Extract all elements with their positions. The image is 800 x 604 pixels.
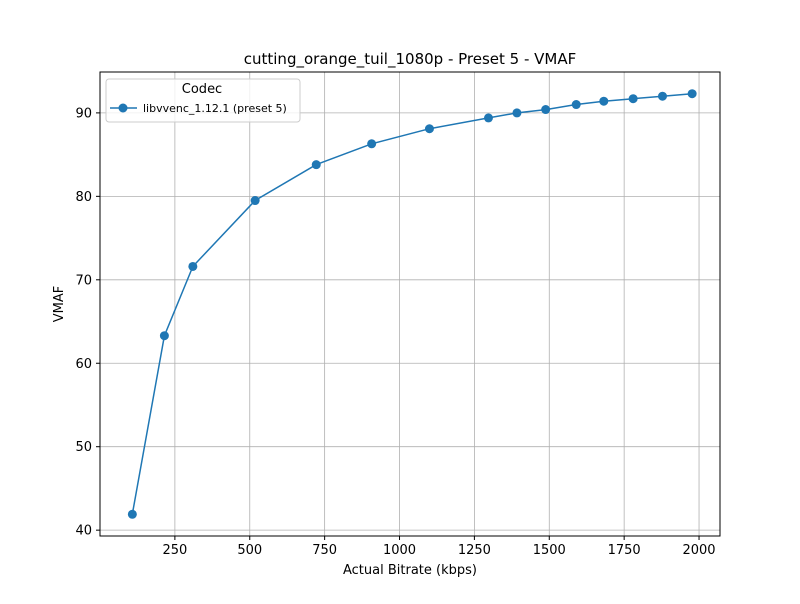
data-point — [367, 139, 377, 149]
x-axis-ticks: 250 500 750 1000 1250 1500 1750 2000 — [162, 536, 716, 558]
x-tick-label: 750 — [312, 543, 337, 558]
x-tick-label: 1750 — [608, 543, 641, 558]
data-point — [657, 91, 667, 101]
legend-title: Codec — [182, 82, 222, 97]
data-point — [311, 160, 321, 170]
data-point — [127, 509, 137, 519]
data-point — [188, 261, 198, 271]
x-tick-label: 500 — [237, 543, 262, 558]
data-point — [571, 100, 581, 110]
legend: Codec libvvenc_1.12.1 (preset 5) — [105, 78, 301, 123]
data-point — [628, 94, 638, 104]
data-point — [541, 105, 551, 115]
data-point — [424, 124, 434, 134]
data-point — [483, 113, 493, 123]
legend-box — [105, 78, 301, 123]
x-tick-label: 1250 — [458, 543, 491, 558]
y-tick-label: 80 — [75, 190, 92, 205]
plot-area-frame — [99, 71, 721, 537]
data-point — [599, 96, 609, 106]
chart-title: cutting_orange_tuil_1080p - Preset 5 - V… — [244, 50, 577, 69]
x-axis-label: Actual Bitrate (kbps) — [343, 563, 477, 578]
data-point — [512, 108, 522, 118]
y-tick-label: 70 — [75, 273, 92, 288]
grid-lines — [100, 72, 720, 536]
y-tick-label: 50 — [75, 440, 92, 455]
y-tick-label: 60 — [75, 357, 92, 372]
data-point — [687, 89, 697, 99]
series-layer — [127, 89, 697, 519]
data-point — [159, 331, 169, 341]
x-tick-label: 1500 — [533, 543, 566, 558]
x-tick-label: 2000 — [682, 543, 715, 558]
y-axis-label: VMAF — [52, 286, 67, 322]
legend-entry-label: libvvenc_1.12.1 (preset 5) — [143, 102, 287, 115]
data-point — [250, 196, 260, 206]
y-tick-label: 90 — [75, 106, 92, 121]
x-tick-label: 250 — [162, 543, 187, 558]
y-tick-label: 40 — [75, 524, 92, 539]
x-tick-label: 1000 — [383, 543, 416, 558]
y-axis-ticks: 40 50 60 70 80 90 — [75, 106, 100, 539]
legend-marker-swatch — [118, 103, 128, 113]
